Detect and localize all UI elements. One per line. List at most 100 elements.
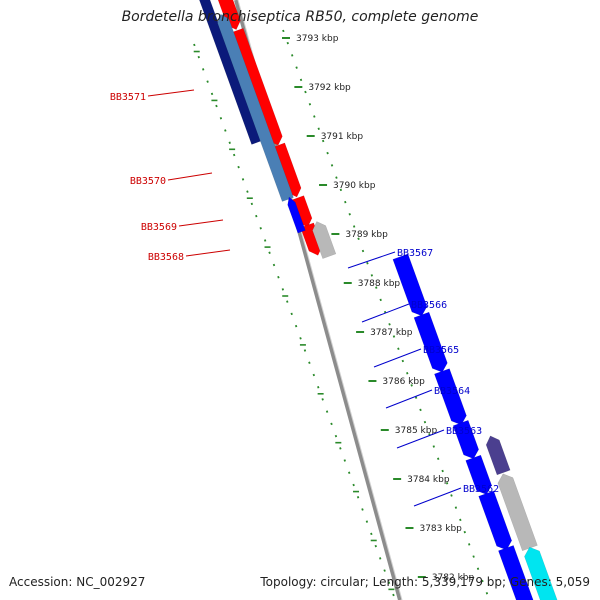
tick-dot: [308, 103, 312, 106]
kbp-ticks: 3793 kbp 3792 kbp 3791 kbp 3790 kbp 3789 kbp…: [282, 34, 475, 583]
tick-dot: [299, 78, 303, 82]
tick-dot: [361, 249, 365, 253]
tick-dot: [348, 213, 351, 216]
tick-dot: [423, 420, 427, 424]
tick-dot: [330, 422, 333, 426]
tick-dot: [241, 178, 245, 181]
tick-dot: [485, 591, 489, 595]
outer-tick-track: [193, 43, 395, 597]
tick-dot: [401, 359, 405, 363]
gene-label-bb3564: BB3564: [434, 386, 470, 397]
tick-dot: [383, 569, 386, 572]
tick-dot: [454, 506, 458, 509]
tick-dot: [325, 410, 329, 413]
kbp-tick-label: 3793 kbp: [296, 34, 339, 44]
tick-dot: [432, 445, 435, 448]
cds-bb3562: [478, 490, 512, 551]
gene-label-bb3570: BB3570: [130, 176, 166, 187]
tick-dot: [410, 384, 413, 387]
tick-dot: [321, 139, 325, 143]
kbp-tick-label: 3788 kbp: [358, 279, 401, 289]
tick-dot: [388, 323, 391, 326]
gene-label-bb3569: BB3569: [141, 222, 177, 233]
tick-dot: [321, 398, 324, 401]
tick-dot: [450, 494, 453, 497]
tick-dot: [291, 54, 294, 57]
gene-label-bb3565: BB3565: [423, 345, 459, 356]
tick-dot: [419, 408, 422, 412]
tick-dot: [348, 471, 351, 475]
tick-dot: [304, 90, 307, 94]
tick-dot: [313, 115, 316, 118]
kbp-tick-label: 3791 kbp: [321, 132, 364, 142]
accession-text: Accession: NC_002927: [9, 575, 146, 589]
tick-dot: [246, 190, 249, 193]
tick-dot: [352, 483, 355, 487]
tick-dot: [281, 288, 285, 291]
tick-dot: [366, 261, 369, 265]
tick-dot: [219, 117, 223, 120]
tick-dot: [344, 200, 347, 204]
genome-summary-text: Topology: circular; Length: 5,339,179 bp…: [260, 575, 590, 589]
cds-bb3563: [465, 454, 492, 495]
inner-tick-track: [282, 29, 489, 595]
map-title: Bordetella bronchiseptica RB50, complete…: [121, 9, 479, 25]
gene-label-bb3567: BB3567: [397, 248, 433, 259]
cds-grey-left: [312, 221, 337, 259]
tick-dot: [303, 349, 307, 352]
tick-dot: [277, 275, 280, 279]
leader-line-bb3567: [347, 251, 396, 269]
kbp-tick-label: 3783 kbp: [419, 524, 462, 534]
gene-label-bb3571: BB3571: [110, 92, 146, 103]
tick-dot: [406, 371, 409, 375]
gene-label-bb3566: BB3566: [411, 300, 447, 311]
cds-bb3567: [392, 253, 428, 317]
leader-line-bb3565: [373, 348, 422, 368]
tick-dot: [361, 508, 364, 511]
tick-dot: [339, 188, 343, 192]
cds-steel-blue: [217, 13, 294, 202]
tick-dot: [317, 385, 320, 389]
leader-line-bb3562: [413, 487, 462, 507]
gene-label-bb3568: BB3568: [148, 252, 184, 263]
tick-dot: [437, 457, 440, 461]
tick-dot: [330, 164, 334, 167]
tick-dot: [232, 153, 236, 157]
tick-dot: [459, 518, 462, 522]
tick-dot: [370, 274, 374, 277]
tick-dot: [375, 286, 378, 289]
gene-label-bb3562: BB3562: [463, 484, 499, 495]
tick-dot: [352, 225, 356, 228]
tick-dot: [397, 347, 400, 351]
tick-dot: [250, 202, 254, 206]
tick-dot: [282, 29, 285, 33]
kbp-tick-label: 3787 kbp: [370, 328, 413, 338]
tick-dot: [294, 324, 298, 328]
cds-bb3564: [452, 419, 479, 460]
tick-dot: [272, 263, 276, 267]
tick-dot: [215, 104, 218, 108]
tick-dot: [286, 41, 289, 45]
tick-dot: [224, 129, 227, 132]
tick-dot: [476, 567, 480, 571]
tick-dot: [472, 555, 475, 558]
gene-label-bb3563: BB3563: [446, 426, 482, 437]
cds-dark-blue: [199, 0, 262, 145]
tick-dot: [392, 593, 395, 597]
tick-dot: [312, 373, 316, 377]
leader-line-bb3564: [385, 389, 433, 409]
cds-blue-small: [287, 196, 306, 234]
cds-bb3565: [434, 368, 467, 426]
tick-dot: [228, 141, 231, 144]
tick-dot: [468, 543, 471, 546]
leader-line-bb3569: [178, 219, 224, 227]
tick-dot: [290, 312, 293, 316]
tick-dot: [481, 579, 484, 583]
tick-dot: [268, 251, 271, 254]
cds-bottom-blue: [498, 545, 534, 600]
tick-dot: [370, 532, 373, 536]
kbp-tick-label: 3792 kbp: [308, 83, 351, 93]
tick-dot: [308, 361, 311, 365]
tick-dot: [317, 127, 320, 130]
